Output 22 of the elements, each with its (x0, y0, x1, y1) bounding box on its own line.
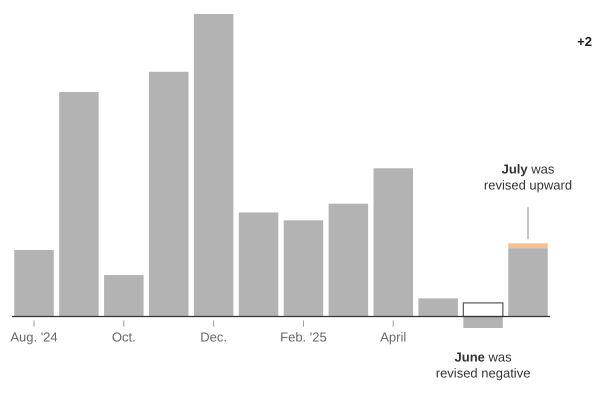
text: June was revised negative (436, 350, 530, 381)
bar (14, 250, 54, 317)
bar (328, 204, 368, 317)
bar (194, 14, 234, 317)
text: +2 (577, 34, 592, 49)
x-tick-label: April (380, 330, 406, 345)
bar (284, 220, 324, 317)
bar (148, 72, 188, 317)
bar (508, 248, 548, 317)
bar (418, 298, 458, 317)
bar (59, 92, 99, 317)
bar (374, 168, 414, 317)
bar (238, 212, 278, 317)
x-tick-label: Feb. '25 (280, 330, 327, 345)
bar (463, 316, 503, 328)
x-tick-label: Oct. (112, 330, 136, 345)
bar (104, 275, 144, 317)
x-tick-label: Aug. '24 (10, 330, 58, 345)
annotation: July was revised upward (484, 161, 572, 192)
x-tick-label: Dec. (200, 330, 228, 345)
bar (508, 243, 548, 248)
bar (462, 302, 504, 318)
